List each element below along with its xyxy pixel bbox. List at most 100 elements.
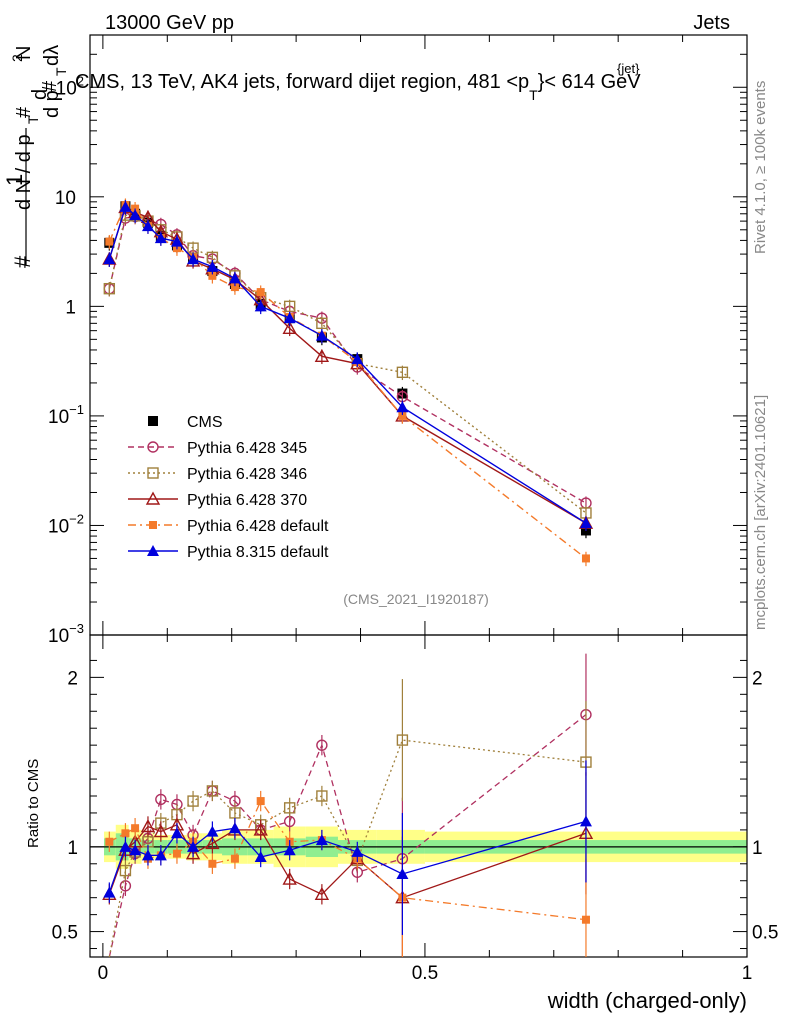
ratio-y-tick-label-right: 0.5: [752, 923, 778, 944]
ratio-point: [185, 846, 201, 860]
data-point: [208, 271, 217, 280]
svg-text:d N / d p: d N / d p: [13, 134, 35, 210]
ratio-point: [131, 824, 140, 833]
analysis-id: (CMS_2021_I1920187): [343, 591, 489, 607]
ratio-point: [103, 886, 116, 898]
header-left: 13000 GeV pp: [105, 12, 234, 34]
svg-text:T: T: [53, 67, 69, 76]
ratio-line-pdef: [109, 799, 587, 921]
ratio-point: [579, 815, 592, 827]
data-point: [283, 312, 296, 324]
data-point: [579, 517, 592, 529]
legend-marker-p370: [145, 491, 161, 505]
header-right: Jets: [693, 12, 730, 34]
legend: CMS Pythia 6.428 345 Pythia 6.428 346 Pythi…: [128, 414, 329, 561]
ratio-point: [155, 793, 167, 806]
data-point: [154, 232, 167, 244]
svg-text:N: N: [13, 46, 35, 60]
x-tick-label: 0: [98, 963, 109, 984]
ratio-series-p8: [103, 760, 592, 935]
ratio-point: [153, 824, 169, 838]
ratio-y-tick-label: 0.5: [52, 923, 78, 944]
data-point: [581, 554, 590, 563]
main-y-axis-label: # d N / d p T 1 # d p T # d 2 N dλ: [2, 45, 69, 268]
ratio-y-tick-label: 2: [67, 668, 78, 689]
svg-text:#: #: [13, 106, 35, 118]
legend-label: Pythia 6.428 345: [187, 440, 307, 457]
svg-text:d p: d p: [41, 90, 63, 118]
data-point: [256, 288, 265, 297]
plot-subtitle-superscript: {jet}: [617, 61, 640, 76]
ratio-point: [253, 822, 268, 836]
ratio-point: [154, 849, 167, 861]
ratio-point: [121, 829, 130, 838]
legend-marker-p8: [147, 545, 159, 556]
ratio-point: [187, 840, 200, 852]
ratio-point: [282, 871, 297, 885]
svg-text:#: #: [10, 255, 35, 268]
ratio-y-tick-label-right: 2: [752, 668, 763, 689]
legend-label: Pythia 8.315 default: [187, 544, 329, 561]
x-axis-label: width (charged-only): [547, 988, 747, 1013]
y-tick-label: 1: [65, 297, 76, 318]
ratio-point: [105, 837, 114, 846]
ratio-point: [140, 819, 156, 833]
x-tick-label: 0.5: [412, 963, 438, 984]
mcplots-label: mcplots.cern.ch [arXiv:2401.10621]: [752, 395, 769, 630]
ratio-point: [256, 797, 265, 806]
legend-marker-cms: [148, 416, 158, 426]
legend-label: Pythia 6.428 default: [187, 518, 329, 535]
ratio-series-pdef: [105, 790, 590, 957]
ratio-line-p345: [108, 714, 587, 958]
legend-label: CMS: [187, 414, 223, 431]
svg-text:2: 2: [9, 54, 25, 62]
data-point: [396, 401, 409, 413]
ratio-point: [187, 795, 199, 807]
ratio-line-p346: [108, 739, 587, 958]
data-point: [316, 317, 328, 330]
ratio-point: [205, 835, 220, 850]
series-line-pdef: [108, 204, 587, 559]
data-point: [282, 320, 297, 335]
ratio-point: [119, 840, 132, 852]
data-point: [206, 260, 219, 272]
ratio-point: [208, 859, 217, 868]
main-panel: 10−3 10−2 10−1 1 10 102: [48, 34, 748, 647]
data-point: [187, 253, 200, 265]
ratio-point: [119, 864, 132, 877]
svg-text:1: 1: [2, 174, 27, 186]
ratio-point: [228, 822, 241, 834]
ratio-point: [316, 739, 328, 751]
ratio-point: [206, 825, 219, 837]
y-tick-label: 10−2: [48, 511, 84, 537]
data-point: [103, 253, 116, 265]
ratio-point: [141, 849, 154, 861]
ratio-point: [315, 834, 328, 846]
data-point: [351, 353, 364, 365]
ratio-y-tick-label: 1: [67, 838, 78, 859]
y-tick-label: 10−3: [48, 621, 84, 647]
data-point: [398, 411, 407, 420]
legend-marker-p345: [147, 441, 159, 453]
data-point: [254, 300, 267, 312]
ratio-series-p346: [108, 679, 592, 958]
x-tick-label: 1: [742, 963, 753, 984]
ratio-point: [351, 845, 364, 857]
ratio-point: [170, 827, 183, 839]
plot-subtitle: CMS, 13 TeV, AK4 jets, forward dijet reg…: [75, 71, 641, 103]
ratio-y-axis-label: Ratio to CMS: [25, 759, 42, 848]
ratio-point: [206, 785, 219, 797]
data-point: [105, 237, 114, 246]
ratio-point: [172, 849, 181, 858]
y-tick-label: 10−1: [48, 402, 84, 428]
ratio-point: [283, 802, 296, 814]
y-tick-label: 10: [55, 188, 76, 209]
legend-label: Pythia 6.428 346: [187, 466, 307, 483]
ratio-point: [229, 807, 241, 819]
svg-text:d: d: [29, 89, 51, 100]
svg-text:#: #: [39, 80, 61, 92]
data-point: [228, 272, 241, 284]
ratio-point: [396, 734, 409, 746]
rivet-version-label: Rivet 4.1.0, ≥ 100k events: [752, 81, 769, 254]
data-point: [314, 348, 330, 363]
